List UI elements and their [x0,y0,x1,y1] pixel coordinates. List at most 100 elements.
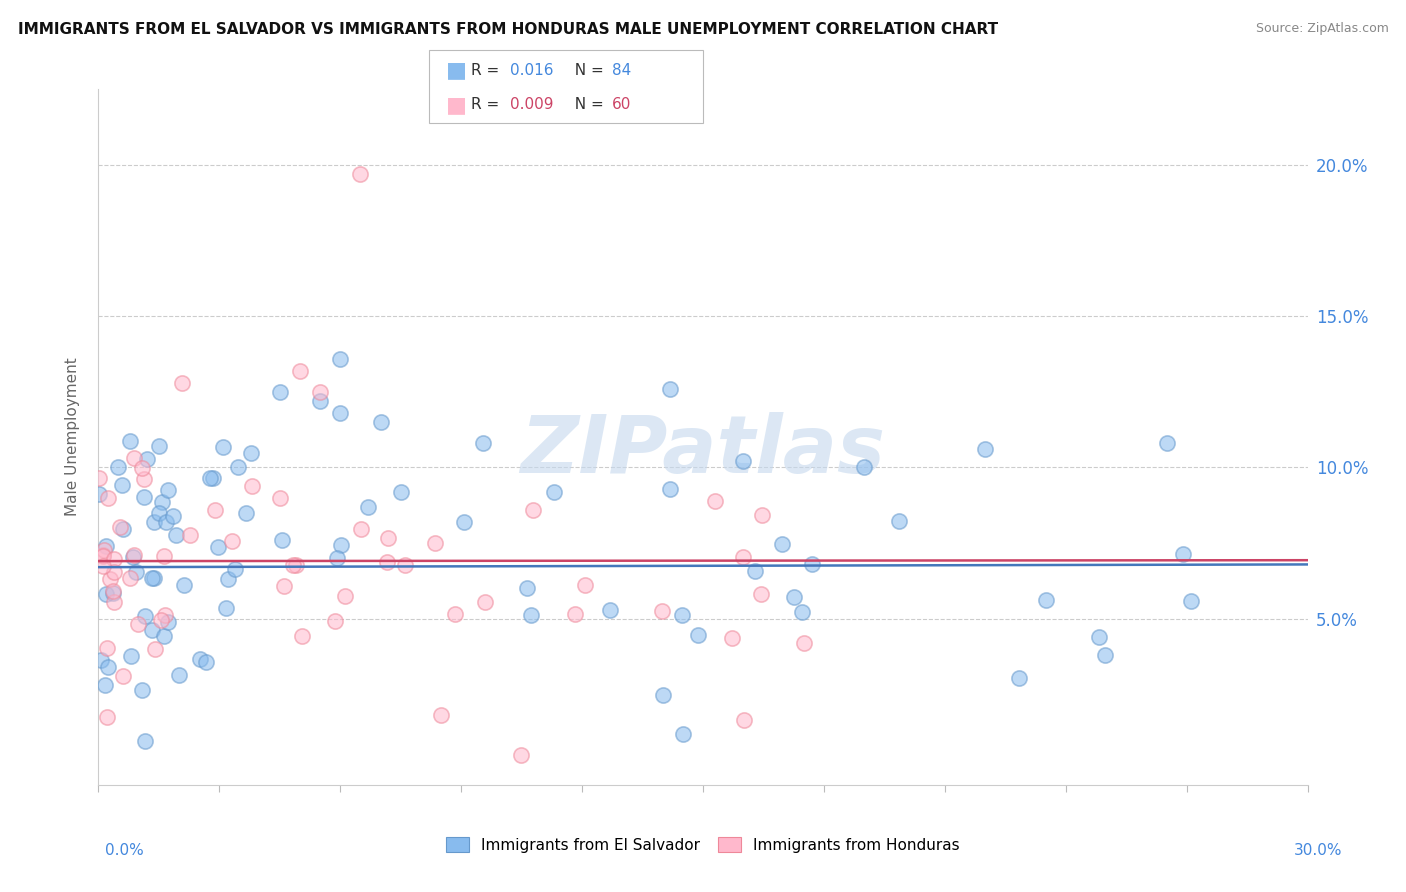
Point [93,543,115,558]
Point [198,471,221,485]
Point [188,652,211,666]
Point [134,472,156,486]
Point [510,747,533,762]
Point [453,515,475,529]
Point [97,660,120,674]
Point [118,434,141,448]
Point [522,503,544,517]
Point [101,583,124,598]
Point [801,557,824,571]
Point [148,439,170,453]
Text: N =: N = [565,97,609,112]
Point [150,495,173,509]
Point [112,669,135,683]
Point [671,607,693,622]
Point [135,452,157,467]
Point [103,565,125,579]
Point [1008,672,1031,686]
Point [90,653,112,667]
Point [329,538,352,552]
Point [1180,594,1202,608]
Point [173,578,195,592]
Point [240,479,263,493]
Point [217,572,239,586]
Point [98,572,121,586]
Text: 30.0%: 30.0% [1295,843,1343,858]
Point [134,609,156,624]
Point [430,708,453,723]
Point [97,491,120,505]
Point [87,471,110,485]
Point [325,614,347,628]
Point [96,709,118,723]
Point [212,440,235,454]
Point [329,351,352,366]
Point [134,734,156,748]
Point [749,587,772,601]
Point [107,459,129,474]
Point [574,578,596,592]
Point [101,585,124,599]
Point [148,506,170,520]
Point [273,579,295,593]
Point [444,607,467,621]
Point [134,490,156,504]
Text: N =: N = [565,63,609,78]
Point [474,594,496,608]
Point [377,531,399,545]
Point [103,595,125,609]
Point [370,415,392,429]
Point [239,446,262,460]
Point [744,564,766,578]
Point [269,384,291,399]
Point [599,603,621,617]
Point [720,631,742,645]
Text: Source: ZipAtlas.com: Source: ZipAtlas.com [1256,22,1389,36]
Point [283,558,305,573]
Point [127,616,149,631]
Point [122,451,145,466]
Point [733,454,755,468]
Y-axis label: Male Unemployment: Male Unemployment [65,358,80,516]
Point [170,376,193,390]
Text: ■: ■ [446,61,467,80]
Point [108,520,131,534]
Point [793,636,815,650]
Point [162,508,184,523]
Point [143,571,166,585]
Point [131,683,153,698]
Point [543,485,565,500]
Point [96,641,118,656]
Point [1088,630,1111,644]
Text: R =: R = [471,63,505,78]
Point [375,555,398,569]
Point [224,562,246,576]
Point [141,570,163,584]
Point [357,500,380,514]
Point [91,549,114,564]
Point [91,558,114,573]
Point [516,582,538,596]
Point [349,167,371,181]
Point [141,624,163,638]
Point [221,533,243,548]
Point [471,435,494,450]
Point [87,487,110,501]
Point [733,714,755,728]
Point [291,629,314,643]
Point [1094,648,1116,663]
Text: 60: 60 [612,97,631,112]
Point [329,406,352,420]
Point [270,533,292,548]
Point [974,442,997,457]
Legend: Immigrants from El Salvador, Immigrants from Honduras: Immigrants from El Salvador, Immigrants … [441,832,965,857]
Point [94,678,117,692]
Point [96,587,118,601]
Point [658,382,681,396]
Point [215,601,238,615]
Point [122,548,145,562]
Point [142,515,165,529]
Point [733,550,755,565]
Point [704,494,727,508]
Point [153,629,176,643]
